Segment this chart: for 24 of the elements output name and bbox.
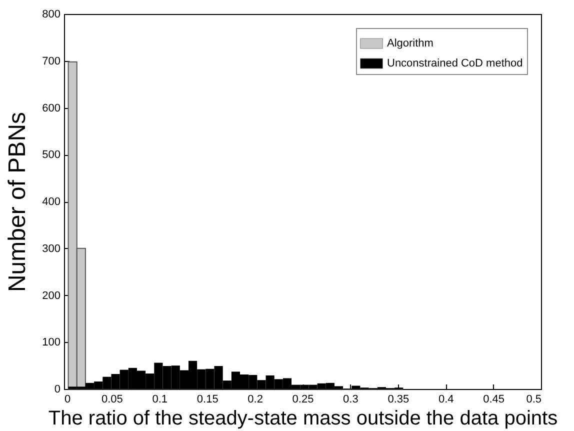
y-tick-label: 700 <box>42 55 60 68</box>
x-tick-label: 0.05 <box>101 394 123 406</box>
x-tick-label: 0.2 <box>248 394 263 406</box>
x-tick-label: 0.45 <box>483 394 505 406</box>
y-tick-label: 300 <box>42 242 60 255</box>
legend-label: Unconstrained CoD method <box>387 58 523 70</box>
y-tick-label: 200 <box>42 290 60 302</box>
y-tick-label: 500 <box>42 149 60 162</box>
y-axis-title: Number of PBNs <box>4 112 32 292</box>
x-tick-label: 0.3 <box>343 394 358 406</box>
x-tick-label: 0.35 <box>388 394 410 406</box>
x-tick-label: 0.25 <box>292 394 314 406</box>
legend-label: Algorithm <box>387 38 434 50</box>
x-axis-title: The ratio of the steady-state mass outside the data points <box>48 408 558 430</box>
x-tick-label: 0.4 <box>438 394 454 406</box>
y-tick-label: 400 <box>42 196 60 208</box>
x-tick-label: 0.5 <box>526 394 542 406</box>
x-tick-label: 0 <box>64 394 71 406</box>
y-tick-label: 600 <box>42 102 60 114</box>
x-tick-label: 0.1 <box>152 394 168 406</box>
x-tick-label: 0.15 <box>196 394 218 406</box>
y-tick-label: 100 <box>42 336 60 349</box>
y-tick-label: 800 <box>42 8 60 20</box>
y-tick-label: 0 <box>54 384 60 396</box>
